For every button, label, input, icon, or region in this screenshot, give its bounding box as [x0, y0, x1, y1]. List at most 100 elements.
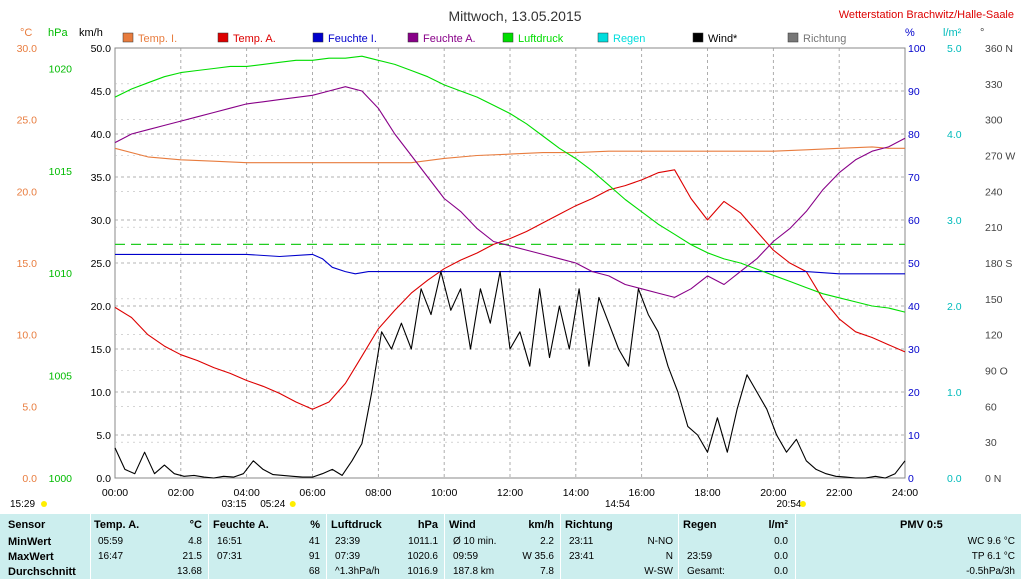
temp-tick-label: 5.0: [22, 401, 37, 413]
x-tick-label: 16:00: [629, 487, 655, 499]
summary-separator: [678, 514, 679, 579]
direction-tick-label: 330: [985, 79, 1003, 91]
direction-tick-label: 60: [985, 401, 997, 413]
summary-cell-label: 23:41: [569, 551, 595, 562]
legend-swatch: [787, 32, 799, 43]
direction-tick-label: 240: [985, 186, 1003, 198]
x-tick-label: 14:00: [563, 487, 589, 499]
humidity-tick-label: 90: [908, 86, 920, 98]
summary-cell-value: 0.0: [774, 566, 788, 577]
temp-tick-label: 0.0: [22, 473, 37, 485]
summary-cell-value: 1016.9: [407, 566, 438, 577]
summary-header: Regen: [683, 519, 717, 531]
summary-cell-label: ^1.3hPa/h: [335, 566, 380, 577]
summary-cell-value: 0.0: [774, 536, 788, 547]
summary-row-label: MaxWert: [8, 551, 54, 563]
summary-table: Sensor MinWert MaxWert Durchschnitt Temp. A.…: [0, 514, 1021, 579]
summary-cell-value: 68: [308, 566, 320, 577]
series-line-wind: [114, 271, 906, 479]
summary-cell-value: 4.8: [188, 536, 202, 547]
summary-unit: °C: [189, 519, 202, 531]
temp-tick-label: 10.0: [17, 330, 38, 342]
wind-tick-label: 0.0: [96, 473, 111, 485]
legend-swatch: [407, 32, 419, 43]
chart-legend: Temp. I. Temp. A. Feuchte I. Feuchte A. Luft…: [122, 32, 846, 45]
temp-tick-label: 25.0: [17, 115, 38, 127]
sun-marker-dot: [289, 501, 296, 507]
x-tick-label: 08:00: [365, 487, 391, 499]
weather-chart: Mittwoch, 13.05.2015 Wetterstation Brach…: [10, 8, 1016, 510]
legend-label: Temp. I.: [138, 33, 177, 45]
wind-tick-label: 15.0: [91, 344, 112, 356]
pressure-tick-label: 1015: [49, 166, 73, 178]
rain-tick-label: 3.0: [947, 215, 962, 227]
summary-row-label: MinWert: [8, 536, 52, 548]
summary-separator: [90, 514, 91, 579]
humidity-tick-label: 70: [908, 172, 920, 184]
sun-dot: [41, 501, 47, 507]
summary-cell-value: 1011.1: [408, 536, 438, 547]
summary-cell-label: 16:51: [217, 536, 243, 547]
series-line-luftdruck: [114, 55, 906, 313]
x-tick-label: 10:00: [431, 487, 457, 499]
chart-series: [114, 55, 906, 479]
summary-header: PMV 0:5: [900, 519, 943, 531]
summary-cell-label: 23:59: [687, 551, 713, 562]
summary-cell-value: 7.8: [540, 566, 554, 577]
legend-swatch: [597, 32, 609, 43]
legend-label: Feuchte A.: [423, 33, 476, 45]
dawn-label: 03:15: [221, 499, 246, 510]
direction-tick-label: 120: [985, 330, 1003, 342]
time-markers: 15:29 03:15 05:24 14:54 20:54: [10, 499, 806, 510]
summary-cell-value: -0.5hPa/3h: [966, 566, 1015, 577]
summary-unit: km/h: [528, 519, 554, 531]
x-tick-label: 06:00: [299, 487, 325, 499]
summary-cell-label: Gesamt:: [687, 566, 725, 577]
humidity-tick-label: 30: [908, 344, 920, 356]
direction-unit-label: °: [980, 27, 984, 39]
summary-unit: l/m²: [768, 519, 788, 531]
wind-tick-label: 35.0: [91, 172, 112, 184]
summary-cell-value: 2.2: [540, 536, 554, 547]
temp-tick-label: 20.0: [17, 186, 38, 198]
summary-cell-value: TP 6.1 °C: [971, 551, 1015, 562]
pressure-tick-label: 1010: [49, 268, 73, 280]
sunset-label: 20:54: [776, 499, 801, 510]
summary-cell-value: 0.0: [774, 551, 788, 562]
wind-tick-label: 50.0: [91, 43, 112, 55]
summary-header: Feuchte A.: [213, 519, 269, 531]
station-name: Wetterstation Brachwitz/Halle-Saale: [839, 9, 1014, 21]
legend-label: Temp. A.: [233, 33, 276, 45]
left-time-label: 15:29: [10, 499, 35, 510]
sunrise-label: 05:24: [260, 499, 285, 510]
pressure-unit-label: hPa: [48, 27, 68, 39]
summary-separator: [795, 514, 796, 579]
summary-cell-label: Ø 10 min.: [453, 536, 497, 547]
series-line-temp-i: [114, 146, 905, 164]
summary-cell-value: N: [665, 551, 673, 562]
wind-tick-label: 30.0: [91, 215, 112, 227]
x-tick-label: 18:00: [694, 487, 720, 499]
series-line-feuchte-a: [114, 86, 906, 298]
summary-cell-label: 23:39: [335, 536, 361, 547]
summary-row-label: Durchschnitt: [8, 566, 76, 578]
summary-separator: [444, 514, 445, 579]
pressure-tick-label: 1005: [49, 371, 73, 383]
legend-swatch: [312, 32, 324, 43]
axis-ticks: 0.05.010.015.020.025.030.010001005101010…: [17, 43, 1016, 499]
summary-cell-value: 41: [308, 536, 320, 547]
humidity-unit-label: %: [905, 27, 915, 39]
humidity-tick-label: 10: [908, 430, 920, 442]
pressure-tick-label: 1020: [49, 63, 73, 75]
direction-tick-label: 270 W: [985, 151, 1015, 163]
direction-tick-label: 210: [985, 222, 1003, 234]
summary-header: Luftdruck: [331, 519, 382, 531]
temp-unit-label: °C: [20, 27, 32, 39]
humidity-tick-label: 40: [908, 301, 920, 313]
rain-tick-label: 4.0: [947, 129, 962, 141]
summary-header: Wind: [449, 519, 476, 531]
summary-cell-label: 09:59: [453, 551, 479, 562]
wind-unit-label: km/h: [79, 27, 103, 39]
humidity-tick-label: 50: [908, 258, 920, 270]
direction-tick-label: 360 N: [985, 43, 1013, 55]
